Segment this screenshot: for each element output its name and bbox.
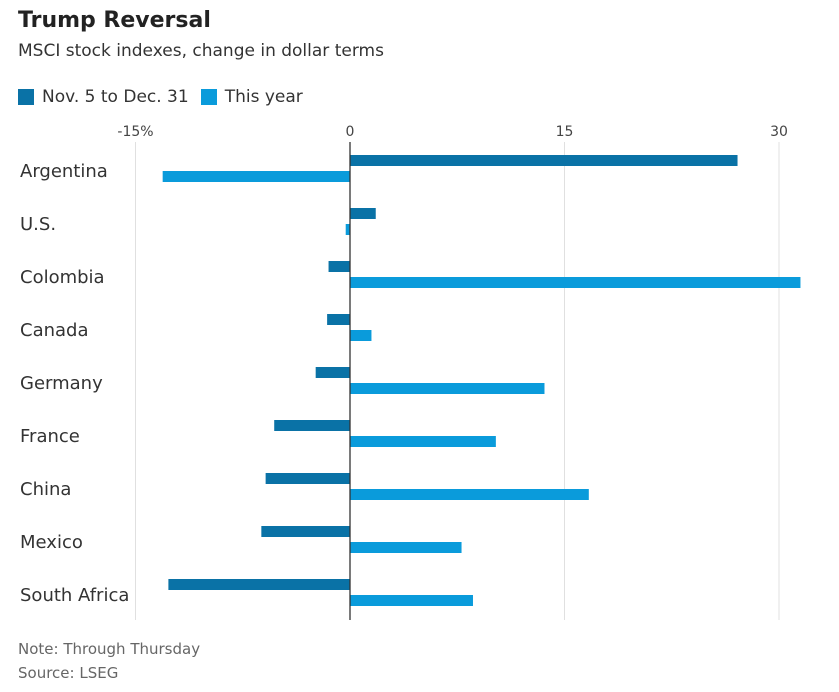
legend-swatch-year xyxy=(200,89,217,105)
legend-item-year: This year xyxy=(200,87,303,107)
legend-label-period: Nov. 5 to Dec. 31 xyxy=(42,87,189,107)
category-label: China xyxy=(20,479,71,500)
category-label: South Africa xyxy=(20,585,129,606)
bar xyxy=(350,436,496,447)
source: Source: LSEG xyxy=(18,664,119,682)
bar xyxy=(168,579,350,590)
bar xyxy=(274,420,350,431)
bar xyxy=(315,367,350,378)
bar xyxy=(350,383,545,394)
chart-subtitle: MSCI stock indexes, change in dollar ter… xyxy=(18,41,384,61)
x-tick-label: 15 xyxy=(556,124,574,140)
chart-title: Trump Reversal xyxy=(18,8,211,33)
legend-label-year: This year xyxy=(224,87,303,107)
bar xyxy=(350,595,473,606)
category-label: Germany xyxy=(20,373,103,394)
x-tick-label: 0 xyxy=(346,124,355,140)
bar xyxy=(328,261,350,272)
legend: Nov. 5 to Dec. 31 This year xyxy=(18,87,315,107)
bar xyxy=(350,489,589,500)
bar xyxy=(350,277,801,288)
bar xyxy=(327,314,350,325)
category-label: Canada xyxy=(20,320,89,341)
bar xyxy=(162,171,350,182)
category-label: Colombia xyxy=(20,267,105,288)
bar xyxy=(265,473,350,484)
bar xyxy=(350,330,372,341)
bar xyxy=(261,526,350,537)
category-label: U.S. xyxy=(20,214,56,235)
x-tick-label: 30 xyxy=(770,124,788,140)
bar xyxy=(350,208,376,219)
legend-swatch-period xyxy=(18,89,34,105)
bar xyxy=(345,224,350,235)
footnote: Note: Through Thursday xyxy=(18,640,201,658)
bar xyxy=(350,155,738,166)
category-label: France xyxy=(20,426,80,447)
bar xyxy=(350,542,462,553)
category-label: Argentina xyxy=(20,161,108,182)
category-label: Mexico xyxy=(20,532,83,553)
legend-item-period: Nov. 5 to Dec. 31 xyxy=(18,87,189,107)
x-tick-label: -15% xyxy=(117,124,153,140)
